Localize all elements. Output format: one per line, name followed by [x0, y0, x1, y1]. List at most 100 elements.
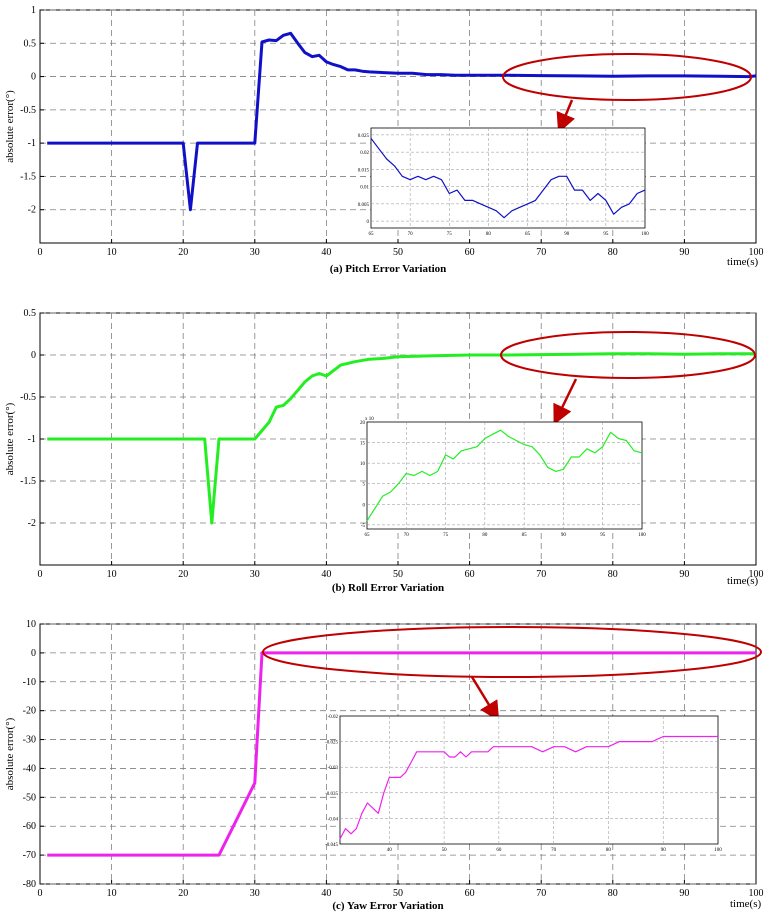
inset-x-tick-label: 90: [564, 232, 570, 237]
x-tick-label: 100: [749, 569, 764, 580]
inset-series-line: [366, 429, 643, 522]
inset-y-tick-label: 0.02: [360, 151, 369, 156]
y-tick-label: 0: [31, 72, 36, 83]
inset-y-tick-label: 0.01: [360, 186, 369, 191]
inset-exponent-label: x 10: [365, 417, 374, 422]
inset-y-tick-label: 0: [367, 220, 370, 225]
inset-x-tick-label: 100: [641, 232, 649, 237]
inset-x-tick-label: 70: [551, 848, 557, 853]
panel-caption: (c) Yaw Error Variation: [332, 900, 443, 912]
x-tick-label: 40: [321, 569, 331, 580]
y-tick-label: -0.5: [20, 105, 36, 116]
inset-x-tick-label: 100: [714, 848, 722, 853]
x-tick-label: 30: [250, 569, 260, 580]
x-tick-label: 60: [465, 247, 475, 258]
y-axis-label: absolute error(°): [4, 90, 16, 163]
inset-y-tick-label: 0.005: [358, 203, 370, 208]
inset-chart: 40 50 60 70 80 90 100 -0.02 -0.025 -0.03 -0.035 -0.…: [325, 715, 722, 853]
x-tick-label: 100: [749, 888, 764, 899]
x-tick-label: 30: [250, 247, 260, 258]
x-tick-label: 70: [536, 569, 546, 580]
inset-x-tick-label: 80: [606, 848, 612, 853]
y-tick-label: -20: [23, 706, 36, 717]
inset-y-tick-label: 0.015: [358, 168, 370, 173]
x-tick-label: 10: [107, 888, 117, 899]
inset-x-tick-label: 80: [486, 232, 492, 237]
x-tick-label: 20: [178, 247, 188, 258]
x-tick-label: 90: [679, 888, 689, 899]
panel-0: 0 10 20 30 40 50 60 70 80 90 100 1 0.5 0 -0.5 -1 -1.5 -2 a…: [4, 5, 764, 275]
inset-x-tick-label: 85: [525, 232, 531, 237]
y-tick-label: 1: [31, 5, 36, 16]
y-tick-label: -2: [28, 205, 36, 216]
y-axis-label: absolute error(°): [4, 717, 16, 790]
x-tick-label: 100: [749, 247, 764, 258]
x-tick-label: 0: [38, 569, 43, 580]
x-tick-label: 80: [608, 247, 618, 258]
series-line: [47, 352, 756, 525]
x-tick-label: 80: [608, 569, 618, 580]
inset-x-tick-label: 75: [443, 533, 449, 538]
series-line: [47, 31, 757, 212]
panel-1: 0 10 20 30 40 50 60 70 80 90 1000.50-0.5-1-1.5-2ab…: [4, 308, 764, 594]
y-tick-label: -1: [28, 434, 36, 445]
inset-y-tick-label: -0.035: [325, 792, 338, 797]
y-tick-label: 0: [31, 350, 36, 361]
x-tick-label: 90: [679, 569, 689, 580]
x-tick-label: 0: [38, 247, 43, 258]
inset-y-tick-label: 20: [360, 421, 366, 426]
inset-y-tick-label: -0.025: [325, 741, 338, 746]
x-tick-label: 60: [465, 888, 475, 899]
x-tick-label: 0: [38, 888, 43, 899]
panel-caption: (b) Roll Error Variation: [332, 582, 444, 594]
x-tick-label: 30: [250, 888, 260, 899]
inset-y-tick-label: -0.045: [325, 843, 338, 848]
inset-plot-area: [366, 421, 643, 530]
y-tick-label: -2: [28, 518, 36, 529]
y-tick-label: 0: [31, 648, 36, 659]
callout-arrow: [556, 99, 576, 134]
y-tick-label: -50: [23, 792, 36, 803]
y-tick-label: 10: [26, 619, 36, 630]
y-tick-label: -80: [23, 879, 36, 890]
x-tick-label: 20: [178, 888, 188, 899]
y-tick-label: -60: [23, 821, 36, 832]
inset-x-tick-label: 75: [447, 232, 453, 237]
inset-x-tick-label: 70: [408, 232, 414, 237]
x-tick-label: 70: [536, 247, 546, 258]
inset-chart: 65 70 75 80 85 90 95 100 20 15 10 5 0 -5 x 10: [360, 417, 646, 538]
y-tick-label: 0.5: [24, 38, 37, 49]
inset-x-tick-label: 90: [561, 533, 567, 538]
y-tick-label: -1: [28, 138, 36, 149]
inset-chart: 65 70 75 80 85 90 95 100 0.025 0.02 0.015 0.01 0.005…: [358, 127, 649, 237]
inset-x-tick-label: 95: [600, 533, 606, 538]
x-tick-label: 70: [536, 888, 546, 899]
x-tick-label: 20: [178, 569, 188, 580]
inset-x-tick-label: 60: [496, 848, 502, 853]
inset-x-tick-label: 100: [638, 533, 646, 538]
y-tick-label: -30: [23, 735, 36, 746]
series-line: [47, 651, 756, 857]
inset-plot-area: [370, 127, 646, 229]
inset-plot-area: [339, 715, 719, 845]
inset-x-tick-label: 65: [369, 232, 375, 237]
inset-y-tick-label: -0.04: [328, 817, 339, 822]
inset-y-tick-label: 0.025: [358, 134, 370, 139]
inset-x-tick-label: 50: [442, 848, 448, 853]
highlight-ellipse: [502, 53, 752, 101]
inset-series-line: [339, 735, 718, 840]
inset-x-tick-label: 70: [404, 533, 410, 538]
x-tick-label: 10: [107, 569, 117, 580]
inset-y-tick-label: 0: [363, 503, 366, 508]
inset-x-tick-label: 80: [482, 533, 488, 538]
x-tick-label: 40: [321, 888, 331, 899]
y-tick-label: -1.5: [20, 171, 36, 182]
inset-y-tick-label: -0.03: [328, 766, 339, 771]
inset-y-tick-label: -0.02: [328, 715, 339, 720]
callout-arrow: [553, 378, 578, 425]
x-tick-label: 50: [393, 247, 403, 258]
y-tick-label: 0.5: [24, 308, 37, 319]
y-tick-label: -0.5: [20, 392, 36, 403]
inset-y-tick-label: 10: [360, 462, 366, 467]
